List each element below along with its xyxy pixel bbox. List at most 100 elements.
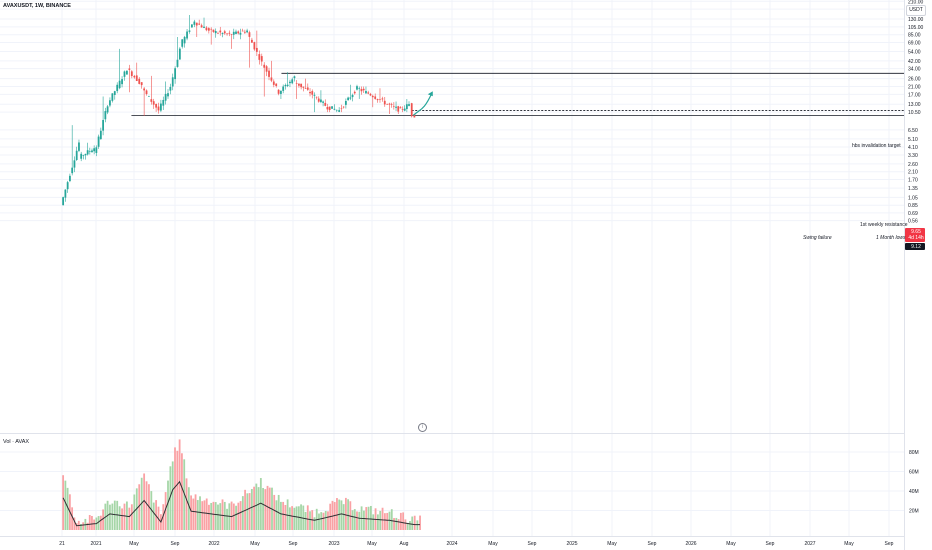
volume-bar: [304, 511, 307, 530]
time-tick-label: Sep: [766, 541, 775, 547]
volume-bar: [111, 503, 114, 530]
volume-bar: [62, 475, 65, 530]
volume-bar: [300, 504, 302, 530]
volume-bar: [181, 453, 183, 530]
candle-body: [82, 155, 85, 156]
volume-tick-label: 40M: [909, 489, 919, 495]
volume-bar: [402, 512, 405, 530]
candle-body: [118, 80, 121, 89]
candle-body: [84, 153, 87, 156]
candle-body: [140, 82, 143, 86]
candle-body: [371, 95, 374, 98]
candle-body: [408, 104, 410, 106]
volume-moving-average: [62, 480, 420, 527]
volume-bar: [291, 506, 294, 530]
volume-bar: [397, 519, 400, 530]
volume-bar: [295, 506, 298, 530]
annotation-weekly-resistance: 1st weekly resistance: [860, 222, 908, 228]
candle-body: [178, 48, 181, 60]
time-tick-label: 2021: [90, 541, 101, 547]
volume-bar: [145, 481, 148, 530]
candle-body: [145, 90, 148, 95]
volume-bar: [214, 502, 217, 530]
candle-body: [195, 22, 198, 26]
symbol-title[interactable]: AVAXUSDT, 1W, BINANCE: [3, 3, 71, 9]
candle-body: [241, 30, 244, 32]
level-lines: [131, 72, 904, 116]
candle-body: [176, 59, 179, 67]
volume-bar: [118, 506, 121, 530]
candle-body: [217, 32, 219, 34]
volume-bar: [171, 461, 174, 530]
time-tick-label: 2026: [685, 541, 696, 547]
candle-body: [263, 64, 266, 68]
volume-bar: [406, 522, 409, 530]
volume-bar: [383, 513, 386, 530]
volume-bar: [318, 513, 320, 530]
volume-bar: [91, 515, 93, 530]
volume-bar: [344, 497, 347, 530]
candle-body: [207, 28, 210, 31]
candle-body: [313, 94, 316, 96]
candle-body: [109, 100, 111, 106]
candle-body: [239, 32, 242, 35]
candle-body: [186, 31, 188, 39]
candle-body: [268, 70, 270, 77]
volume-bar: [363, 510, 365, 530]
time-axis[interactable]: 21 2021 May Sep 2022 May Sep 2023 May Aug 2024 May S…: [59, 541, 893, 547]
candle-body: [317, 98, 320, 102]
candle-body: [277, 89, 280, 94]
price-tick-label: 1.35: [908, 186, 918, 192]
volume-bar: [404, 519, 407, 530]
candle-body: [78, 142, 80, 151]
volume-bar: [237, 502, 240, 530]
candle-body: [167, 93, 169, 97]
candle-body: [328, 106, 331, 111]
candle-body: [191, 24, 193, 28]
price-tick-label: 1.70: [908, 178, 918, 184]
candle-body: [379, 99, 381, 100]
candle-body: [171, 77, 174, 87]
candle-body: [97, 136, 100, 147]
volume-bar: [109, 504, 111, 530]
candle-body: [367, 92, 370, 94]
price-axis[interactable]: 210.00170.00130.00105.0085.0069.0054.004…: [908, 0, 924, 225]
currency-button[interactable]: USDT: [906, 5, 926, 16]
time-tick-label: May: [844, 541, 854, 547]
candle-body: [162, 99, 165, 106]
volume-bar: [293, 507, 296, 530]
candle-body: [138, 78, 141, 84]
volume-bar: [246, 493, 249, 530]
candle-body: [399, 107, 402, 109]
volume-bar: [353, 509, 356, 530]
info-circle-icon[interactable]: i: [418, 423, 427, 432]
candle-body: [392, 105, 395, 107]
volume-bar: [221, 499, 224, 530]
candle-body: [351, 94, 354, 98]
candle-body: [272, 81, 275, 85]
price-tick-label: 69.00: [908, 40, 921, 46]
volume-bar: [324, 510, 327, 530]
volume-bar: [322, 512, 325, 530]
volume-bar: [379, 510, 382, 530]
volume-pane-label[interactable]: Vol · AVAX: [3, 439, 30, 445]
volume-bar: [313, 517, 316, 530]
volume-bar: [351, 510, 354, 530]
projection-arrow: [412, 92, 433, 116]
price-tick-label: 130.00: [908, 17, 924, 23]
candle-body: [302, 86, 305, 88]
candle-body: [295, 83, 298, 84]
price-tick-label: 85.00: [908, 33, 921, 39]
volume-bar: [123, 503, 126, 530]
volume-bar: [88, 514, 91, 530]
candle-body: [237, 31, 240, 34]
volume-bar: [282, 501, 285, 530]
candle-body: [93, 148, 96, 152]
price-tick-label: 13.00: [908, 102, 921, 108]
volume-axis[interactable]: 80M 60M 40M 20M: [909, 450, 919, 515]
volume-bar: [230, 501, 233, 530]
volume-tick-label: 20M: [909, 509, 919, 515]
candle-body: [214, 30, 217, 34]
current-price-label: 9.65: [911, 229, 921, 235]
